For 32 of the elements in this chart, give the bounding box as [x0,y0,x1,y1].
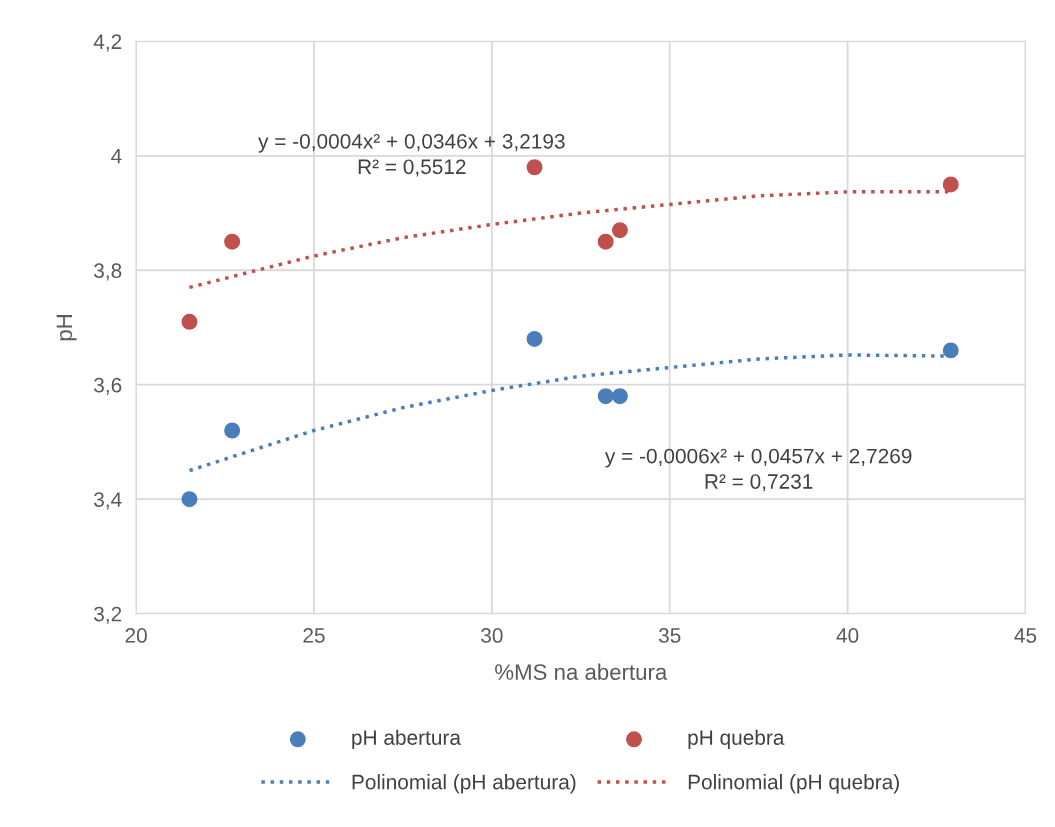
annotation: y = -0,0004x² + 0,0346x + 3,2193 R² = 0,5512 [258,133,565,177]
x-tick-label: 35 [658,628,681,643]
point [224,233,241,250]
y-tick-label: 3,6 [94,377,122,395]
x-tick-label: 30 [481,628,503,643]
x-tick-label: 40 [836,628,859,643]
point [181,491,198,508]
legend-label: Polinomial (pH abertura) [352,774,576,794]
point [597,388,614,405]
point [597,233,614,250]
legend-label: Polinomial (pH quebra) [688,774,899,794]
point [526,159,543,176]
point [942,176,959,193]
y-axis-title: pH [56,315,77,341]
point [611,388,628,405]
y-tick-label: 4,2 [93,34,122,52]
y-tick-label: 3,8 [94,263,122,281]
point [942,342,959,359]
x-tick-label: 20 [125,628,147,643]
x-tick-label: 45 [1014,628,1037,643]
y-tick-label: 4 [111,149,122,164]
legend-label: pH abertura [352,729,461,750]
point [181,313,198,330]
point [526,330,543,347]
x-axis-title: %MS na abertura [495,663,668,680]
point [224,422,241,439]
y-tick-label: 3,2 [94,606,122,624]
point [611,222,628,239]
y-tick-label: 3,4 [94,492,122,510]
x-tick-label: 25 [303,628,325,643]
annotation: y = -0,0006x² + 0,0457x + 2,7269 R² = 0,7231 [604,448,912,492]
legend-label: pH quebra [688,729,785,750]
